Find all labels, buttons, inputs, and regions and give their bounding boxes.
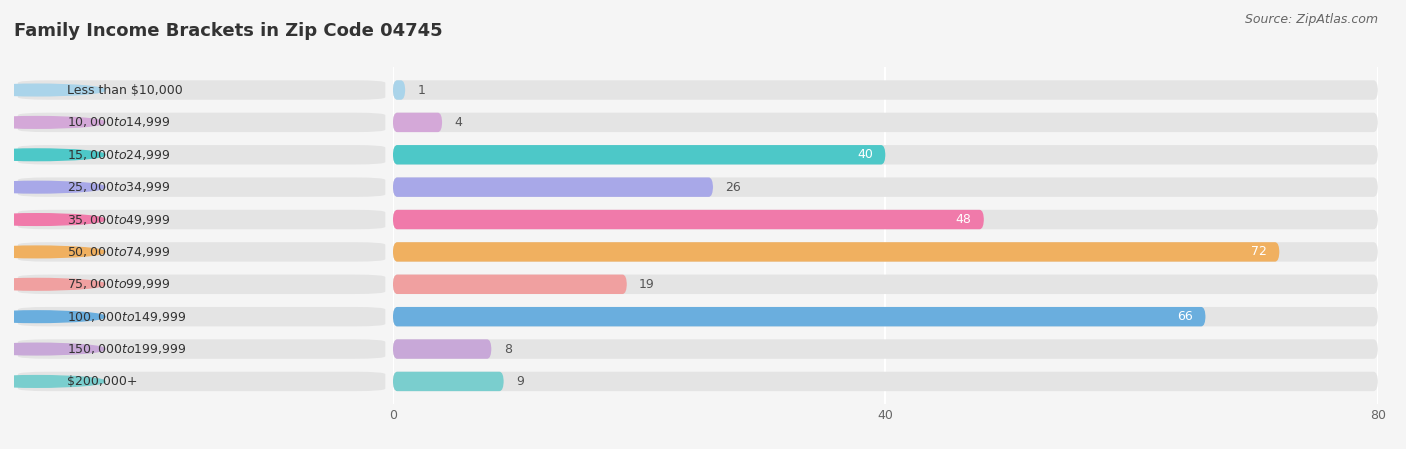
Text: $25,000 to $34,999: $25,000 to $34,999 [67, 180, 170, 194]
Text: 26: 26 [725, 180, 741, 194]
FancyBboxPatch shape [392, 275, 627, 294]
Text: Source: ZipAtlas.com: Source: ZipAtlas.com [1244, 13, 1378, 26]
Text: 72: 72 [1251, 246, 1267, 259]
FancyBboxPatch shape [392, 113, 1378, 132]
Text: $100,000 to $149,999: $100,000 to $149,999 [67, 310, 187, 324]
Circle shape [0, 246, 105, 258]
Text: $10,000 to $14,999: $10,000 to $14,999 [67, 115, 170, 129]
Text: $50,000 to $74,999: $50,000 to $74,999 [67, 245, 170, 259]
Circle shape [0, 376, 105, 387]
FancyBboxPatch shape [392, 145, 1378, 164]
FancyBboxPatch shape [18, 177, 385, 197]
Text: $150,000 to $199,999: $150,000 to $199,999 [67, 342, 187, 356]
FancyBboxPatch shape [392, 275, 1378, 294]
FancyBboxPatch shape [392, 177, 1378, 197]
FancyBboxPatch shape [392, 307, 1378, 326]
Text: 66: 66 [1177, 310, 1194, 323]
FancyBboxPatch shape [392, 210, 984, 229]
Circle shape [0, 214, 105, 225]
Text: $200,000+: $200,000+ [67, 375, 138, 388]
FancyBboxPatch shape [392, 339, 1378, 359]
Text: 4: 4 [454, 116, 463, 129]
FancyBboxPatch shape [18, 339, 385, 359]
FancyBboxPatch shape [18, 145, 385, 164]
FancyBboxPatch shape [392, 145, 886, 164]
Text: 48: 48 [956, 213, 972, 226]
FancyBboxPatch shape [392, 80, 1378, 100]
FancyBboxPatch shape [18, 80, 385, 100]
Text: Less than $10,000: Less than $10,000 [67, 84, 183, 97]
Text: $35,000 to $49,999: $35,000 to $49,999 [67, 212, 170, 227]
Circle shape [0, 149, 105, 161]
Text: 19: 19 [640, 278, 655, 291]
FancyBboxPatch shape [392, 339, 492, 359]
FancyBboxPatch shape [18, 307, 385, 326]
FancyBboxPatch shape [392, 372, 503, 391]
Text: $15,000 to $24,999: $15,000 to $24,999 [67, 148, 170, 162]
FancyBboxPatch shape [18, 372, 385, 391]
FancyBboxPatch shape [392, 372, 1378, 391]
Text: 40: 40 [858, 148, 873, 161]
Text: $75,000 to $99,999: $75,000 to $99,999 [67, 277, 170, 291]
FancyBboxPatch shape [18, 210, 385, 229]
Circle shape [0, 311, 105, 322]
FancyBboxPatch shape [18, 242, 385, 262]
Text: 1: 1 [418, 84, 426, 97]
Circle shape [0, 278, 105, 290]
FancyBboxPatch shape [392, 177, 713, 197]
Text: 8: 8 [503, 343, 512, 356]
Circle shape [0, 84, 105, 96]
Circle shape [0, 117, 105, 128]
Circle shape [0, 181, 105, 193]
FancyBboxPatch shape [392, 242, 1378, 262]
FancyBboxPatch shape [392, 210, 1378, 229]
Text: Family Income Brackets in Zip Code 04745: Family Income Brackets in Zip Code 04745 [14, 22, 443, 40]
FancyBboxPatch shape [392, 80, 405, 100]
FancyBboxPatch shape [18, 275, 385, 294]
FancyBboxPatch shape [392, 307, 1205, 326]
FancyBboxPatch shape [392, 113, 441, 132]
Text: 9: 9 [516, 375, 524, 388]
FancyBboxPatch shape [18, 113, 385, 132]
FancyBboxPatch shape [392, 242, 1279, 262]
Circle shape [0, 343, 105, 355]
